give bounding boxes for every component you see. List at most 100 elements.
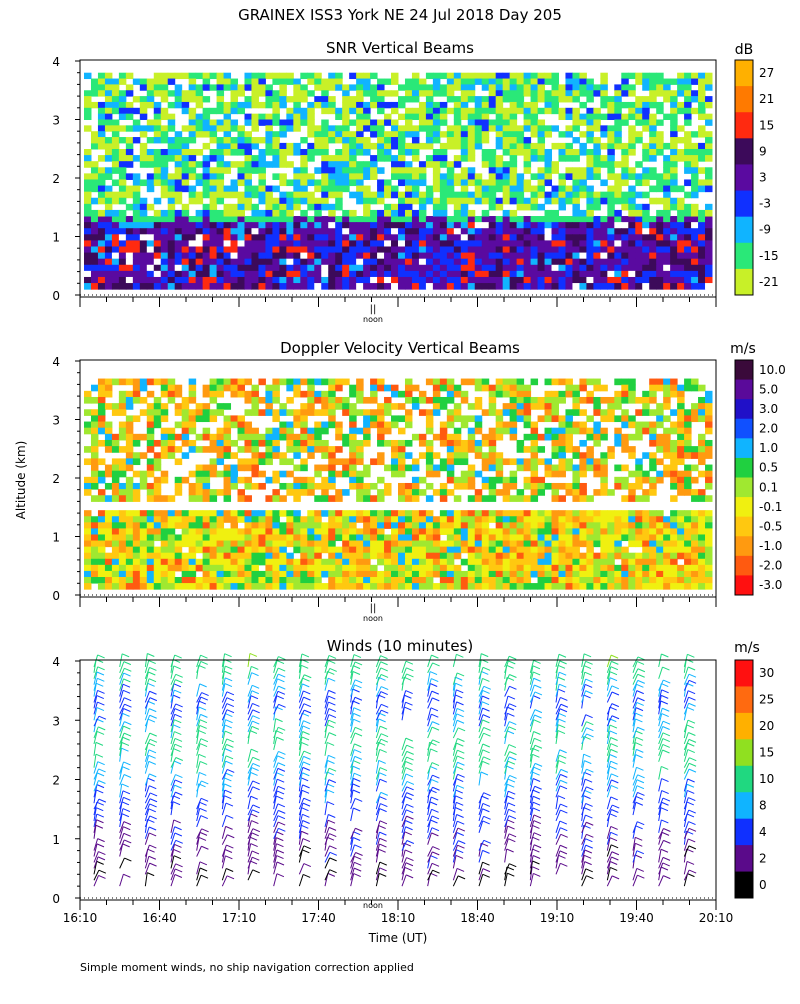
heatmap-cell <box>307 409 314 416</box>
heatmap-cell <box>503 577 510 584</box>
heatmap-cell <box>607 143 614 150</box>
heatmap-cell <box>258 173 265 180</box>
heatmap-cell <box>272 446 279 453</box>
heatmap-cell <box>328 259 335 266</box>
heatmap-cell <box>258 583 265 590</box>
heatmap-cell <box>168 186 175 193</box>
heatmap-cell <box>105 483 112 490</box>
heatmap-cell <box>377 422 384 429</box>
heatmap-cell <box>503 271 510 278</box>
heatmap-cell <box>231 240 238 247</box>
heatmap-cell <box>91 167 98 174</box>
heatmap-cell <box>133 259 140 266</box>
heatmap-cell <box>684 565 691 572</box>
heatmap-cell <box>98 179 105 186</box>
heatmap-cell <box>482 583 489 590</box>
heatmap-cell <box>600 409 607 416</box>
heatmap-cell <box>300 259 307 266</box>
heatmap-cell <box>565 434 572 441</box>
heatmap-cell <box>217 458 224 465</box>
heatmap-cell <box>691 452 698 459</box>
heatmap-cell <box>621 528 628 535</box>
heatmap-cell <box>419 84 426 90</box>
heatmap-cell <box>579 577 586 584</box>
heatmap-cell <box>279 73 286 79</box>
heatmap-cell <box>300 198 307 205</box>
heatmap-cell <box>224 477 231 484</box>
heatmap-cell <box>314 246 321 253</box>
heatmap-cell <box>154 277 161 284</box>
heatmap-cell <box>279 471 286 478</box>
heatmap-cell <box>84 547 91 554</box>
heatmap-cell <box>161 553 168 560</box>
heatmap-cell <box>524 283 531 290</box>
heatmap-cell <box>705 397 712 404</box>
heatmap-cell <box>328 84 335 90</box>
heatmap-cell <box>670 216 677 223</box>
heatmap-cell <box>175 222 182 229</box>
heatmap-cell <box>607 528 614 535</box>
heatmap-cell <box>328 553 335 560</box>
heatmap-cell <box>196 277 203 284</box>
heatmap-cell <box>272 477 279 484</box>
heatmap-cell <box>182 96 189 102</box>
heatmap-cell <box>496 173 503 180</box>
heatmap-cell <box>398 234 405 241</box>
heatmap-cell <box>398 516 405 523</box>
heatmap-cell <box>293 522 300 529</box>
heatmap-cell <box>189 79 196 85</box>
heatmap-cell <box>538 403 545 410</box>
heatmap-cell <box>300 391 307 398</box>
heatmap-cell <box>279 240 286 247</box>
heatmap-cell <box>545 234 552 241</box>
heatmap-cell <box>482 131 489 137</box>
heatmap-cell <box>614 553 621 560</box>
heatmap-cell <box>279 379 286 386</box>
heatmap-cell <box>161 522 168 529</box>
heatmap-cell <box>426 108 433 114</box>
heatmap-cell <box>447 234 454 241</box>
heatmap-cell <box>105 167 112 174</box>
heatmap-cell <box>314 534 321 541</box>
heatmap-cell <box>572 259 579 266</box>
heatmap-cell <box>552 409 559 416</box>
heatmap-cell <box>579 422 586 429</box>
heatmap-cell <box>272 216 279 223</box>
heatmap-cell <box>335 471 342 478</box>
heatmap-cell <box>251 553 258 560</box>
heatmap-cell <box>286 528 293 535</box>
heatmap-cell <box>112 583 119 590</box>
heatmap-cell <box>300 90 307 96</box>
heatmap-cell <box>468 253 475 260</box>
heatmap-cell <box>231 222 238 229</box>
heatmap-cell <box>496 137 503 143</box>
heatmap-cell <box>649 458 656 465</box>
heatmap-cell <box>203 277 210 284</box>
heatmap-cell <box>182 541 189 548</box>
heatmap-cell <box>224 167 231 174</box>
heatmap-cell <box>670 246 677 253</box>
heatmap-cell <box>419 222 426 229</box>
heatmap-cell <box>510 167 517 174</box>
heatmap-cell <box>279 265 286 272</box>
heatmap-cell <box>419 108 426 114</box>
heatmap-cell <box>698 90 705 96</box>
heatmap-cell <box>272 204 279 211</box>
heatmap-cell <box>705 210 712 217</box>
heatmap-cell <box>621 234 628 241</box>
heatmap-cell <box>426 379 433 386</box>
heatmap-cell <box>370 516 377 523</box>
heatmap-cell <box>656 528 663 535</box>
heatmap-cell <box>133 434 140 441</box>
heatmap-cell <box>461 253 468 260</box>
heatmap-cell <box>503 522 510 529</box>
heatmap-cell <box>691 216 698 223</box>
heatmap-cell <box>384 179 391 186</box>
heatmap-cell <box>133 179 140 186</box>
heatmap-cell <box>419 397 426 404</box>
heatmap-cell <box>363 125 370 131</box>
heatmap-cell <box>112 379 119 386</box>
heatmap-cell <box>412 434 419 441</box>
heatmap-cell <box>112 161 119 168</box>
heatmap-cell <box>440 440 447 447</box>
